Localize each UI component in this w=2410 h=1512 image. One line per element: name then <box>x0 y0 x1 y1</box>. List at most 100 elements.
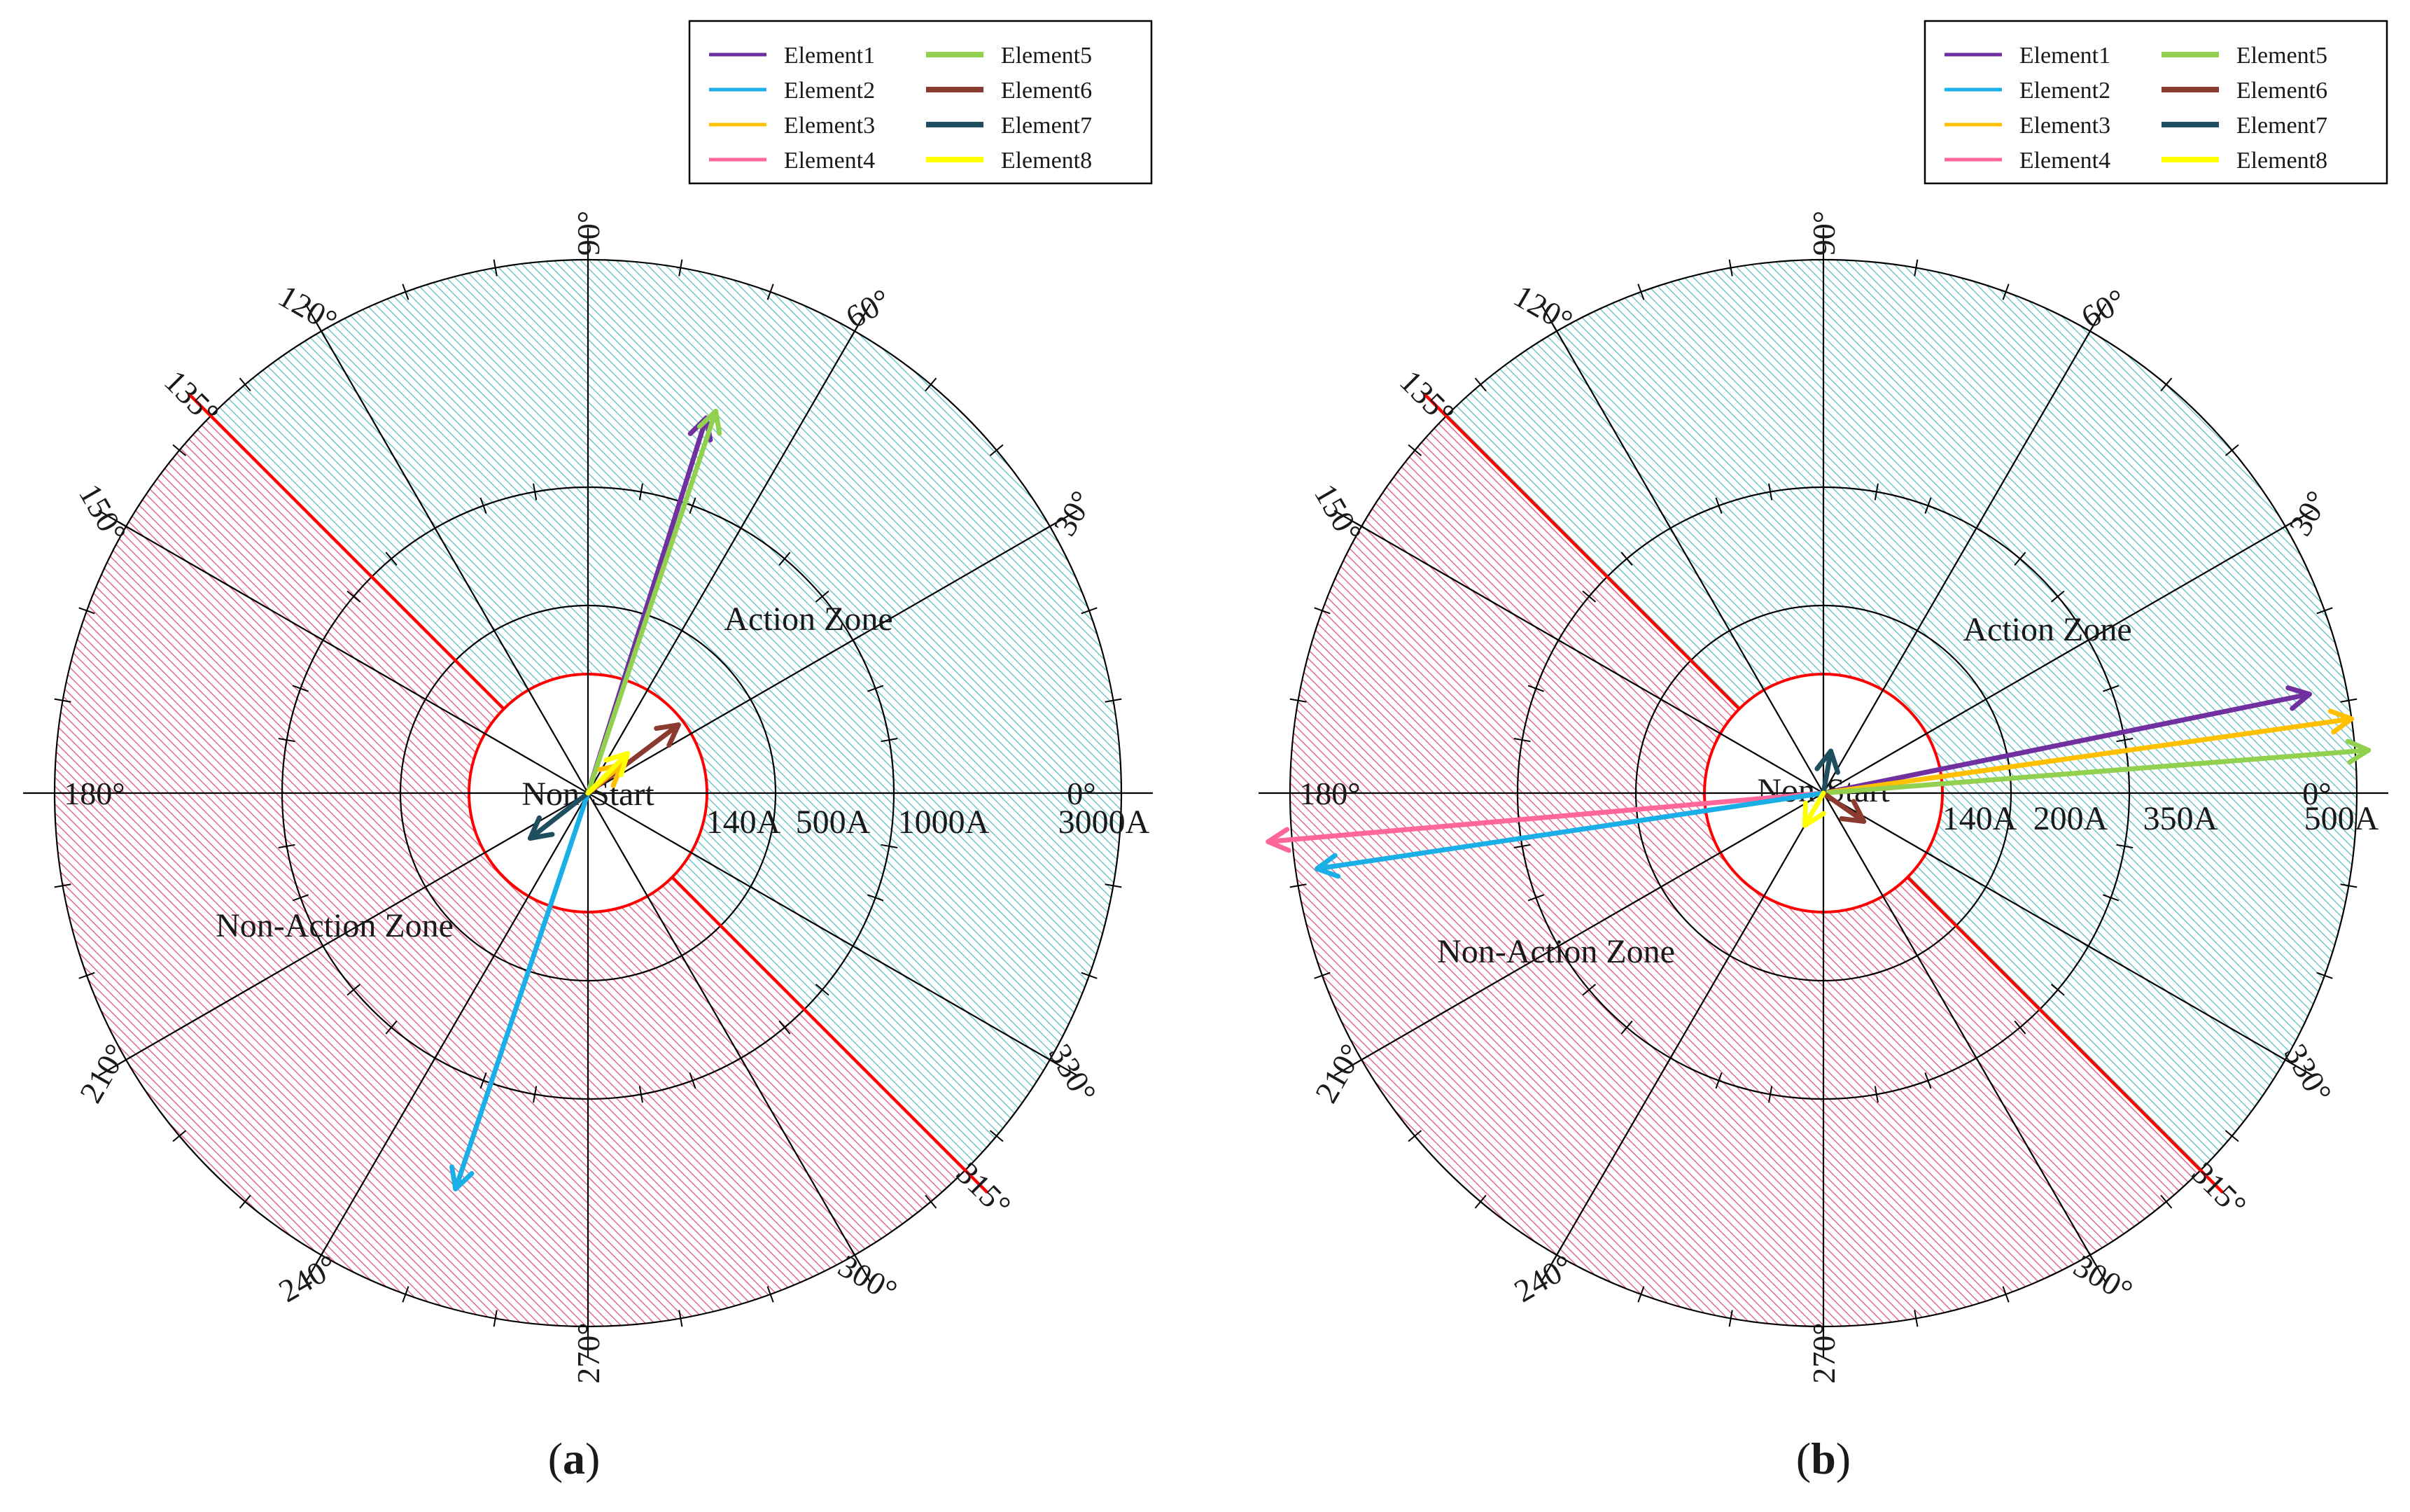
vector-shaft-Element1 <box>1821 692 2312 796</box>
tick-mark <box>850 323 860 339</box>
tick-mark <box>736 520 746 536</box>
tick-mark <box>1637 1286 1645 1303</box>
tick-mark <box>493 1310 498 1327</box>
tick-mark <box>1665 520 1676 536</box>
legend-label: Element2 <box>2019 78 2110 104</box>
tick-mark <box>315 941 331 951</box>
tick-mark <box>2278 522 2293 531</box>
legend-label: Element3 <box>2019 113 2110 139</box>
zone-boundary-0 <box>1906 876 2225 1194</box>
tick-mark <box>2225 444 2239 456</box>
tick-mark <box>2316 607 2333 615</box>
legend-label: Element8 <box>2236 148 2327 174</box>
tick-mark <box>346 983 361 996</box>
tick-mark <box>815 590 829 603</box>
vector-head-Element3 <box>2328 708 2355 735</box>
tick-mark <box>1715 497 1723 514</box>
tick-mark <box>1513 738 1531 743</box>
tick-mark <box>2014 552 2026 566</box>
legend-label: Element1 <box>2019 43 2110 69</box>
tick-mark <box>2316 972 2333 979</box>
tick-mark <box>2103 894 2120 902</box>
tick-mark <box>239 1194 251 1209</box>
tick-mark <box>1768 483 1773 500</box>
tick-mark <box>2340 698 2358 703</box>
tick-mark <box>867 894 884 902</box>
zone-boundary-1 <box>1422 392 1741 710</box>
legend-label: Element7 <box>1001 113 1092 139</box>
vector-shaft-Element4 <box>1266 790 1826 844</box>
legend-label: Element7 <box>2236 113 2327 139</box>
tick-mark <box>1527 894 1544 902</box>
tick-mark <box>2050 590 2065 603</box>
vector-Element5 <box>1821 738 2372 796</box>
tick-mark <box>778 552 791 566</box>
caption-paren: ( <box>1796 1434 1811 1483</box>
tick-mark <box>1474 377 1487 392</box>
tick-mark <box>989 1130 1004 1142</box>
tick-mark <box>1474 1194 1487 1209</box>
zone-boundary-1 <box>187 392 505 710</box>
legend: Element1 Element2 Element3 Element4 Element5… <box>1924 20 2388 185</box>
tick-mark <box>2080 941 2096 951</box>
tick-mark <box>385 552 398 566</box>
tick-mark <box>54 698 71 703</box>
tick-mark <box>385 1020 398 1035</box>
vector-head-Element5 <box>696 408 722 436</box>
vector-shaft-Element5 <box>1821 748 2372 796</box>
chart-panel-b: 0°30°60°90°120°135°150°180°210°240°270°3… <box>1259 20 2388 1483</box>
action-zone-label: Action Zone <box>1963 611 2131 648</box>
tick-mark <box>1105 698 1122 703</box>
vector-Element3 <box>1821 708 2355 796</box>
tick-mark <box>1550 635 1567 645</box>
tick-mark <box>1550 941 1567 951</box>
legend-label: Element5 <box>2236 43 2327 69</box>
tick-mark <box>2103 685 2120 692</box>
tick-mark <box>766 284 774 300</box>
chart-panel-a: 0°30°60°90°120°135°150°180°210°240°270°3… <box>23 20 1153 1483</box>
tick-mark <box>1552 1247 1562 1263</box>
tick-mark <box>850 1247 860 1263</box>
ring-label: 140A <box>706 804 781 841</box>
tick-mark <box>533 1086 538 1103</box>
tick-mark <box>2160 1194 2173 1209</box>
angle-label: 90° <box>1806 211 1842 255</box>
vector-shaft-Element8 <box>1802 790 1826 828</box>
caption-letter: b <box>1811 1434 1836 1483</box>
action-zone-label: Action Zone <box>724 601 892 638</box>
tick-mark <box>1081 972 1098 979</box>
tick-mark <box>2085 1247 2095 1263</box>
tick-mark <box>2160 377 2173 392</box>
tick-mark <box>118 522 134 531</box>
angle-label: 180° <box>64 776 125 811</box>
vector-head-Element2 <box>449 1164 475 1191</box>
tick-mark <box>1105 883 1122 888</box>
vector-shaft-Element8 <box>585 750 631 796</box>
tick-mark <box>493 259 498 276</box>
caption-letter: a <box>563 1434 585 1483</box>
vector-shaft-Element2 <box>453 790 591 1191</box>
legend-label: Element4 <box>2019 148 2110 174</box>
legend-label: Element1 <box>784 43 875 69</box>
vector-Element6 <box>1821 790 1867 824</box>
vector-Element7 <box>527 790 591 841</box>
vector-Element1 <box>1821 685 2312 796</box>
angle-label: 90° <box>570 211 606 255</box>
tick-mark <box>1081 607 1098 615</box>
vector-head-Element6 <box>1839 799 1867 824</box>
tick-mark <box>1289 883 1307 888</box>
panel-caption: (b) <box>1796 1434 1851 1483</box>
tick-mark <box>638 1086 643 1103</box>
tick-mark <box>2340 883 2358 888</box>
vector-shaft-Element2 <box>1315 790 1826 872</box>
tick-mark <box>2116 738 2134 743</box>
tick-mark <box>292 894 309 902</box>
tick-mark <box>533 483 538 500</box>
tick-mark <box>1582 590 1597 603</box>
tick-mark <box>1924 497 1932 514</box>
tick-mark <box>292 685 309 692</box>
tick-mark <box>1042 522 1058 531</box>
legend-box <box>688 20 1153 185</box>
legend-label: Element8 <box>1001 148 1092 174</box>
